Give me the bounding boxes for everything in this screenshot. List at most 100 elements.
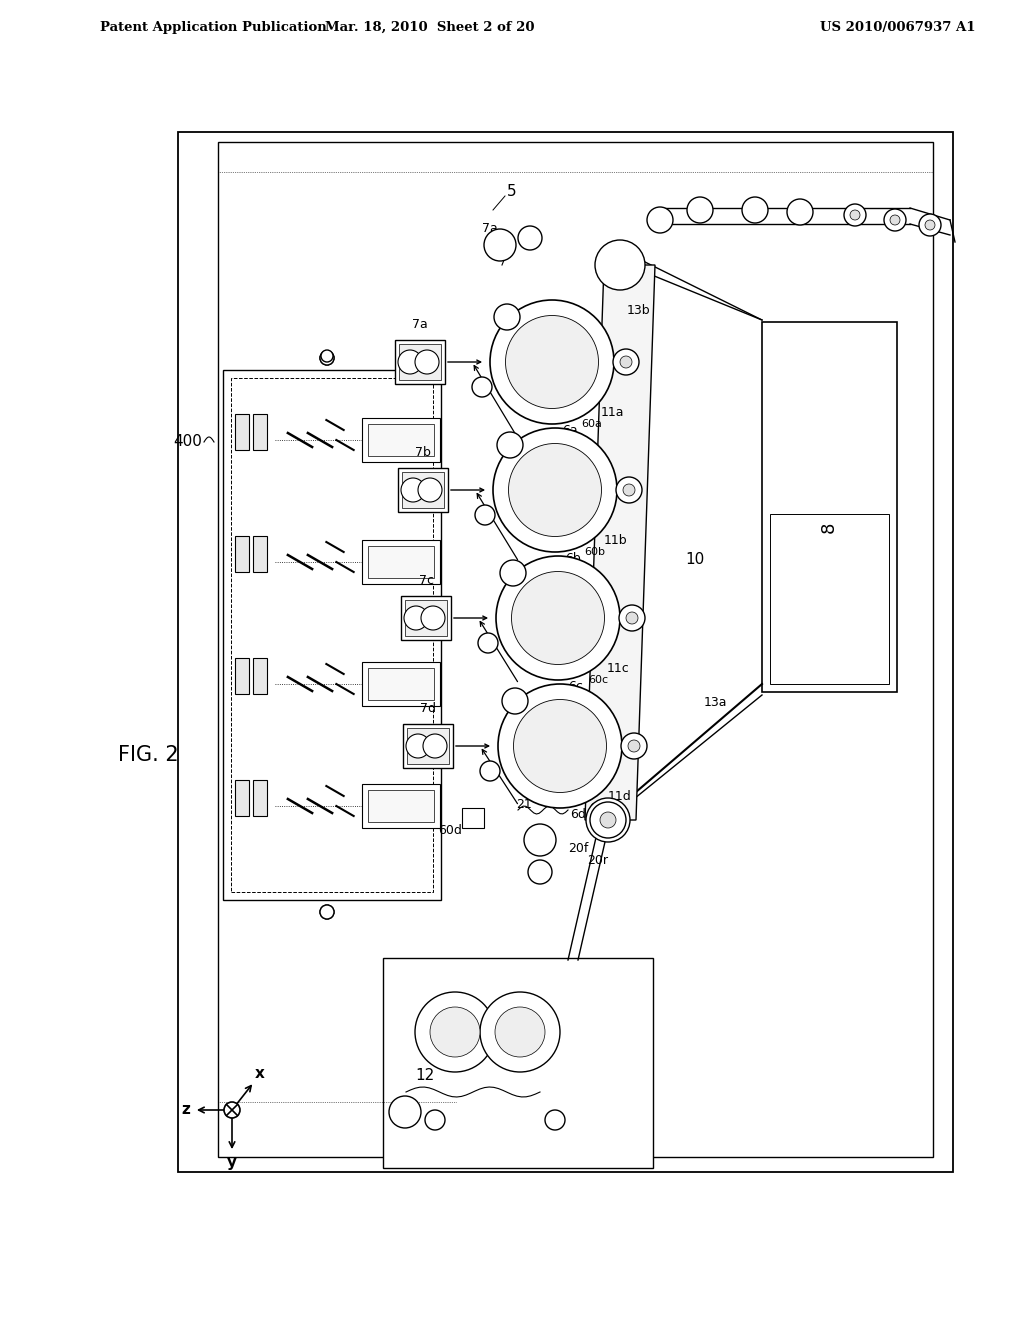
Text: 10: 10 [685,553,705,568]
Circle shape [472,378,492,397]
Circle shape [528,861,552,884]
Text: 13a: 13a [703,696,727,709]
Bar [234,536,249,572]
Text: 8: 8 [820,521,838,533]
Text: 13b: 13b [627,304,650,317]
Circle shape [478,634,498,653]
Bar [253,536,267,572]
Circle shape [389,1096,421,1129]
Circle shape [590,803,626,838]
Text: 6a: 6a [562,424,578,437]
Text: 7b: 7b [415,446,431,458]
Circle shape [890,215,900,224]
Circle shape [586,799,630,842]
Text: 20r: 20r [588,854,608,867]
Text: z: z [181,1101,190,1117]
Circle shape [319,351,334,366]
Text: 60c: 60c [588,675,608,685]
Text: 60a: 60a [582,418,602,429]
Circle shape [850,210,860,220]
Circle shape [494,304,520,330]
Circle shape [324,355,330,360]
Circle shape [844,205,866,226]
Bar [362,540,440,583]
Circle shape [502,688,528,714]
Text: 20f: 20f [568,842,588,854]
Circle shape [401,478,425,502]
Text: 60b: 60b [585,546,605,557]
Circle shape [480,762,500,781]
Bar [406,601,447,636]
Text: 11c: 11c [606,661,630,675]
Circle shape [421,606,445,630]
Text: 7a: 7a [412,318,428,330]
Bar [234,780,249,816]
Bar [462,808,484,828]
Bar [362,663,440,706]
Text: Mar. 18, 2010  Sheet 2 of 20: Mar. 18, 2010 Sheet 2 of 20 [326,21,535,33]
Bar [395,341,445,384]
Circle shape [496,556,620,680]
Bar [402,473,444,508]
Circle shape [398,350,422,374]
Circle shape [423,734,447,758]
Bar [770,513,889,684]
Circle shape [647,207,673,234]
Circle shape [616,477,642,503]
Bar [383,958,653,1168]
Circle shape [509,444,601,536]
Text: Patent Application Publication: Patent Application Publication [100,21,327,33]
Circle shape [595,240,645,290]
Text: 6b: 6b [565,552,581,565]
Circle shape [321,350,333,362]
Text: US 2010/0067937 A1: US 2010/0067937 A1 [820,21,976,33]
Circle shape [787,199,813,224]
Circle shape [524,824,556,855]
Circle shape [613,348,639,375]
Circle shape [687,197,713,223]
Text: y: y [227,1155,237,1170]
Bar [762,322,897,692]
Circle shape [495,1007,545,1057]
Bar [218,143,933,1158]
Circle shape [618,605,645,631]
Text: 9: 9 [472,813,480,826]
Text: 60d: 60d [590,803,610,813]
Bar [234,657,249,694]
Text: x: x [255,1067,265,1081]
Circle shape [319,351,334,366]
Text: 7c: 7c [419,573,433,586]
Circle shape [500,560,526,586]
Circle shape [480,993,560,1072]
Circle shape [497,432,523,458]
Circle shape [506,315,598,408]
Bar [403,723,453,768]
Circle shape [484,228,516,261]
Circle shape [490,300,614,424]
Circle shape [919,214,941,236]
Bar [398,469,449,512]
Text: 6d: 6d [570,808,586,821]
Circle shape [319,906,334,919]
Bar [253,414,267,450]
Circle shape [545,1110,565,1130]
Circle shape [475,506,495,525]
Circle shape [512,572,604,664]
Text: 12: 12 [416,1068,434,1084]
Circle shape [324,909,330,915]
Circle shape [404,606,428,630]
Bar [368,668,434,700]
Circle shape [742,197,768,223]
Bar [253,780,267,816]
Circle shape [498,684,622,808]
Polygon shape [585,265,655,820]
Bar [399,345,441,380]
Text: 6c: 6c [568,680,584,693]
Text: 7d: 7d [420,701,436,714]
Circle shape [425,1110,445,1130]
Circle shape [493,428,617,552]
Circle shape [518,226,542,249]
Bar [253,657,267,694]
Text: 60d: 60d [438,824,462,837]
Bar [362,784,440,828]
